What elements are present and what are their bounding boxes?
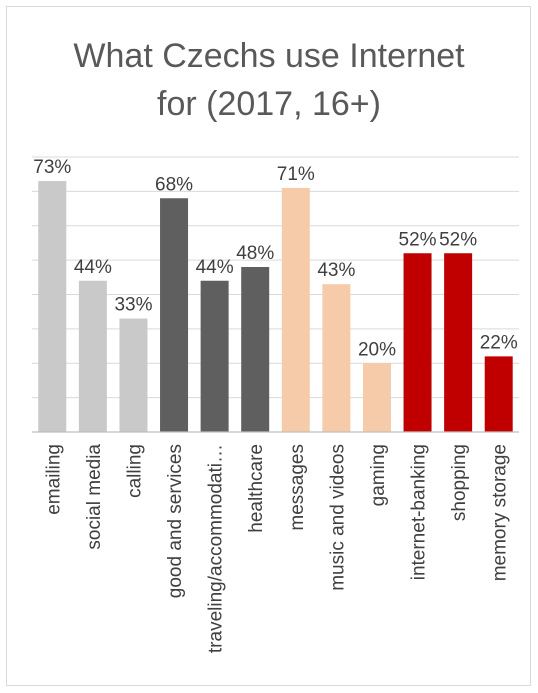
category-axis-labels: emailing social media calling good and serv… (43, 444, 510, 654)
bar (119, 318, 148, 432)
bar (362, 363, 391, 432)
category-label: social media (84, 444, 105, 550)
category-label: messages (287, 444, 308, 531)
data-label: 48% (236, 243, 274, 264)
bar (484, 356, 513, 432)
category-label: calling (124, 444, 145, 498)
category-label: music and videos (327, 444, 348, 591)
gridlines (32, 156, 519, 399)
chart-title-line-1: What Czechs use Internet (73, 37, 465, 75)
chart-frame: What Czechs use Internet for (2017, 16+)… (6, 6, 531, 686)
category-label: internet-banking (409, 444, 430, 580)
bar (403, 253, 432, 432)
data-label: 20% (358, 339, 396, 360)
category-label: healthcare (246, 444, 267, 533)
data-label: 68% (155, 174, 193, 195)
data-label: 44% (74, 257, 112, 278)
data-label: 33% (114, 295, 152, 316)
data-labels: 73%44%33%68%44%48%71%43%20%52% 52%22% (33, 157, 518, 360)
bar-series (38, 181, 513, 432)
bar (200, 280, 229, 432)
data-label: 52% (439, 229, 477, 250)
bar (241, 267, 270, 432)
category-label: emailing (43, 444, 64, 515)
bar (78, 280, 107, 432)
data-label: 44% (196, 257, 234, 278)
category-label: gaming (368, 444, 389, 506)
category-label: memory storage (490, 444, 511, 581)
category-label: good and services (165, 444, 186, 598)
data-label: 52% (399, 229, 437, 250)
data-label: 73% (33, 157, 71, 178)
data-label: 71% (277, 164, 315, 185)
chart-title-line-2: for (2017, 16+) (157, 85, 381, 123)
data-label: 22% (480, 332, 518, 353)
data-label: 43% (317, 260, 355, 281)
bar-chart: What Czechs use Internet for (2017, 16+)… (32, 37, 519, 654)
bar (444, 253, 473, 432)
bar (281, 187, 310, 432)
bar (160, 198, 189, 432)
bar (38, 181, 67, 432)
bar (322, 284, 351, 432)
category-label: shopping (449, 444, 470, 521)
category-label: traveling/accommodati… (206, 444, 227, 653)
